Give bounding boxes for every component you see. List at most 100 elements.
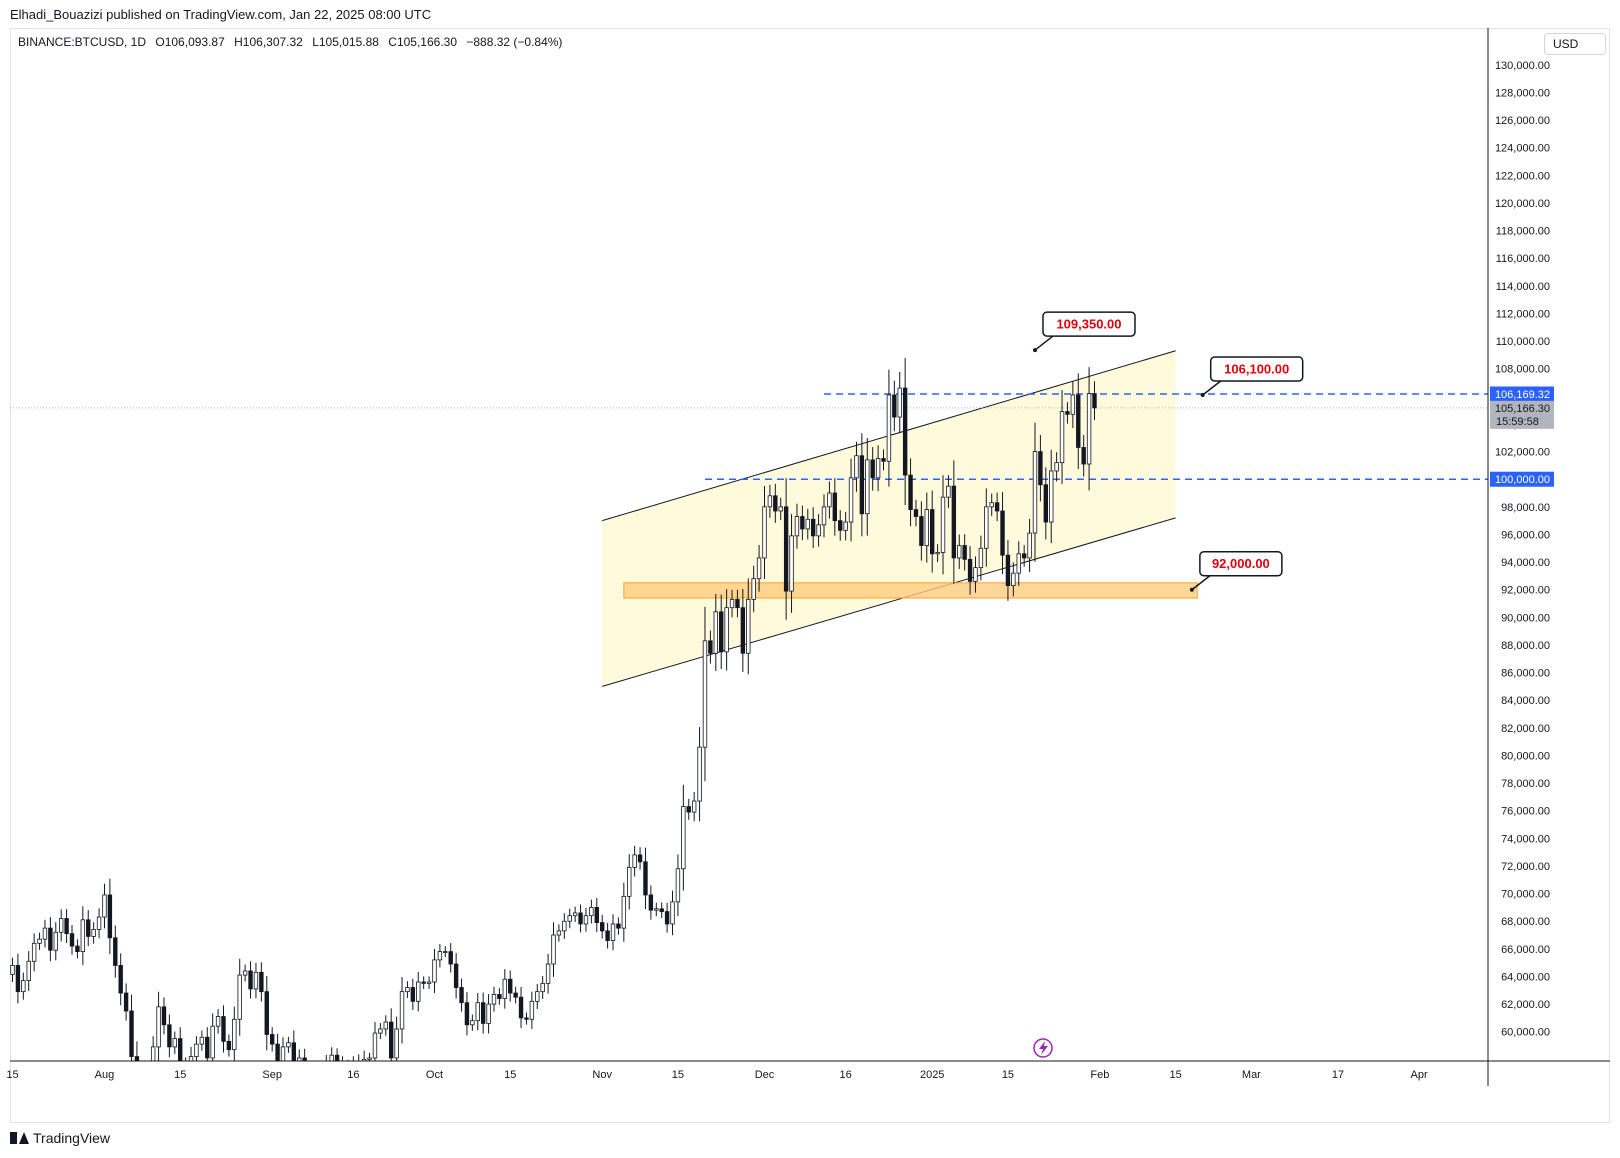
candle bbox=[15, 953, 21, 1004]
y-tick-label: 92,000.00 bbox=[1501, 585, 1550, 597]
candle bbox=[994, 492, 1000, 522]
candle bbox=[729, 589, 735, 618]
candle bbox=[308, 1065, 312, 1113]
time-axis: 15 Aug 15 Sep 16 Oct 15 Nov 15 Dec 16 2025 15 Feb 15 Ma… bbox=[6, 1038, 1610, 1081]
tradingview-brand: TradingView bbox=[10, 1130, 110, 1146]
candle bbox=[875, 445, 881, 492]
y-tick-label: 112,000.00 bbox=[1496, 308, 1550, 320]
y-tick-label: 110,000.00 bbox=[1496, 336, 1550, 348]
candle bbox=[31, 933, 37, 972]
candle bbox=[535, 984, 540, 1009]
x-tick-label: Oct bbox=[426, 1069, 443, 1081]
candle bbox=[789, 514, 794, 613]
candle bbox=[134, 1041, 140, 1061]
y-tick-label: 86,000.00 bbox=[1501, 668, 1550, 680]
candle bbox=[1054, 452, 1059, 482]
currency-button[interactable]: USD bbox=[1544, 33, 1606, 55]
candle bbox=[1005, 539, 1011, 601]
candle bbox=[342, 1056, 344, 1061]
candle bbox=[1032, 422, 1038, 562]
candle bbox=[805, 508, 810, 540]
candle bbox=[621, 882, 627, 942]
candle bbox=[513, 986, 518, 1004]
candle bbox=[664, 902, 670, 933]
candle bbox=[1043, 467, 1049, 540]
symbol-label[interactable]: BINANCE:BTCUSD, 1D bbox=[18, 35, 147, 49]
y-tick-label: 102,000.00 bbox=[1495, 447, 1550, 459]
candle bbox=[1065, 402, 1070, 424]
candle bbox=[957, 534, 962, 569]
candle bbox=[248, 961, 253, 999]
candle bbox=[605, 922, 610, 949]
last-price-tag: 106,169.32 bbox=[1490, 386, 1554, 402]
y-tick-label: 98,000.00 bbox=[1501, 502, 1550, 514]
candle bbox=[167, 1014, 172, 1058]
candle bbox=[242, 964, 248, 982]
levels-layer bbox=[10, 393, 1488, 480]
candle bbox=[286, 1036, 291, 1053]
candle bbox=[892, 380, 897, 432]
candle bbox=[583, 907, 589, 932]
y-tick-label: 88,000.00 bbox=[1501, 640, 1550, 652]
candle bbox=[156, 991, 161, 1061]
candle bbox=[253, 962, 259, 999]
y-tick-label: 84,000.00 bbox=[1501, 695, 1550, 707]
candle bbox=[58, 909, 64, 942]
candle bbox=[562, 913, 567, 939]
candle bbox=[616, 917, 621, 935]
y-tick-label: 122,000.00 bbox=[1495, 170, 1550, 182]
chart-frame bbox=[10, 28, 1610, 1123]
candle bbox=[1011, 562, 1016, 597]
candle bbox=[827, 481, 832, 519]
candle bbox=[426, 976, 432, 989]
candle bbox=[118, 953, 123, 1006]
candle bbox=[480, 992, 486, 1034]
channel-lower-line bbox=[602, 517, 1176, 687]
y-tick-label: 66,000.00 bbox=[1501, 944, 1550, 956]
y-tick-label: 76,000.00 bbox=[1501, 806, 1550, 818]
lightning-icon bbox=[1033, 1038, 1053, 1058]
candle bbox=[75, 939, 80, 959]
candle bbox=[188, 1046, 194, 1061]
candle bbox=[361, 1050, 367, 1061]
candle bbox=[37, 932, 42, 950]
candle bbox=[325, 1054, 327, 1061]
y-tick-label: 82,000.00 bbox=[1501, 723, 1550, 735]
candle bbox=[902, 358, 908, 506]
candle bbox=[735, 589, 740, 618]
candle bbox=[810, 507, 816, 548]
candle bbox=[924, 492, 929, 563]
candle bbox=[10, 957, 15, 982]
candle bbox=[264, 975, 269, 1051]
candle bbox=[432, 948, 437, 993]
candle bbox=[102, 883, 107, 929]
y-tick-label: 62,000.00 bbox=[1501, 999, 1550, 1011]
candle bbox=[410, 978, 416, 1010]
candle bbox=[908, 458, 913, 527]
candle bbox=[865, 438, 870, 536]
y-tick-label: 118,000.00 bbox=[1496, 226, 1550, 238]
candle bbox=[314, 1095, 318, 1118]
y-tick-label: 116,000.00 bbox=[1496, 253, 1550, 265]
candle bbox=[475, 993, 480, 1031]
candle bbox=[269, 1027, 275, 1052]
candle bbox=[632, 845, 637, 877]
candle bbox=[459, 978, 464, 1012]
candle bbox=[778, 497, 783, 521]
candle bbox=[210, 1013, 215, 1061]
candle bbox=[388, 1008, 394, 1061]
candle bbox=[1070, 381, 1076, 428]
candle bbox=[232, 1006, 237, 1061]
candle bbox=[80, 906, 86, 966]
candle bbox=[984, 488, 989, 567]
candle bbox=[719, 594, 724, 670]
candle bbox=[648, 885, 654, 920]
candle bbox=[724, 589, 729, 671]
candle bbox=[756, 544, 762, 592]
y-tick-label: 94,000.00 bbox=[1501, 557, 1550, 569]
candle bbox=[940, 475, 946, 575]
candle bbox=[681, 784, 686, 891]
y-tick-label: 78,000.00 bbox=[1501, 778, 1550, 790]
